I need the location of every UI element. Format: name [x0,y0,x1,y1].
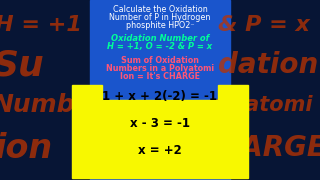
Text: Numbers in a Polyatomi: Numbers in a Polyatomi [106,64,214,73]
Text: x = +2: x = +2 [138,144,182,157]
Text: HARGE: HARGE [218,134,320,162]
Text: H = +1: H = +1 [0,15,82,35]
Text: phosphite HPO2⁻: phosphite HPO2⁻ [126,21,194,30]
Text: dation: dation [218,51,318,79]
Text: H = +1, O = -2 & P = x: H = +1, O = -2 & P = x [108,42,212,51]
Text: Number of P in Hydrogen: Number of P in Hydrogen [109,13,211,22]
Text: 1 + x + 2(-2) = -1: 1 + x + 2(-2) = -1 [102,90,218,103]
Text: Sum of Oxidation: Sum of Oxidation [121,56,199,65]
Text: & P = x: & P = x [218,15,310,35]
Text: Su: Su [0,48,44,82]
Text: Ion = It's CHARGE: Ion = It's CHARGE [120,72,200,81]
Text: ion: ion [0,132,53,165]
Bar [90,0,230,180]
Text: Numbe: Numbe [0,93,92,117]
Text: Oxidation Number of: Oxidation Number of [111,34,209,43]
Text: olyatomi: olyatomi [210,95,313,115]
Text: x - 3 = -1: x - 3 = -1 [130,117,190,130]
Text: Calculate the Oxidation: Calculate the Oxidation [113,5,207,14]
Polygon shape [72,85,248,178]
